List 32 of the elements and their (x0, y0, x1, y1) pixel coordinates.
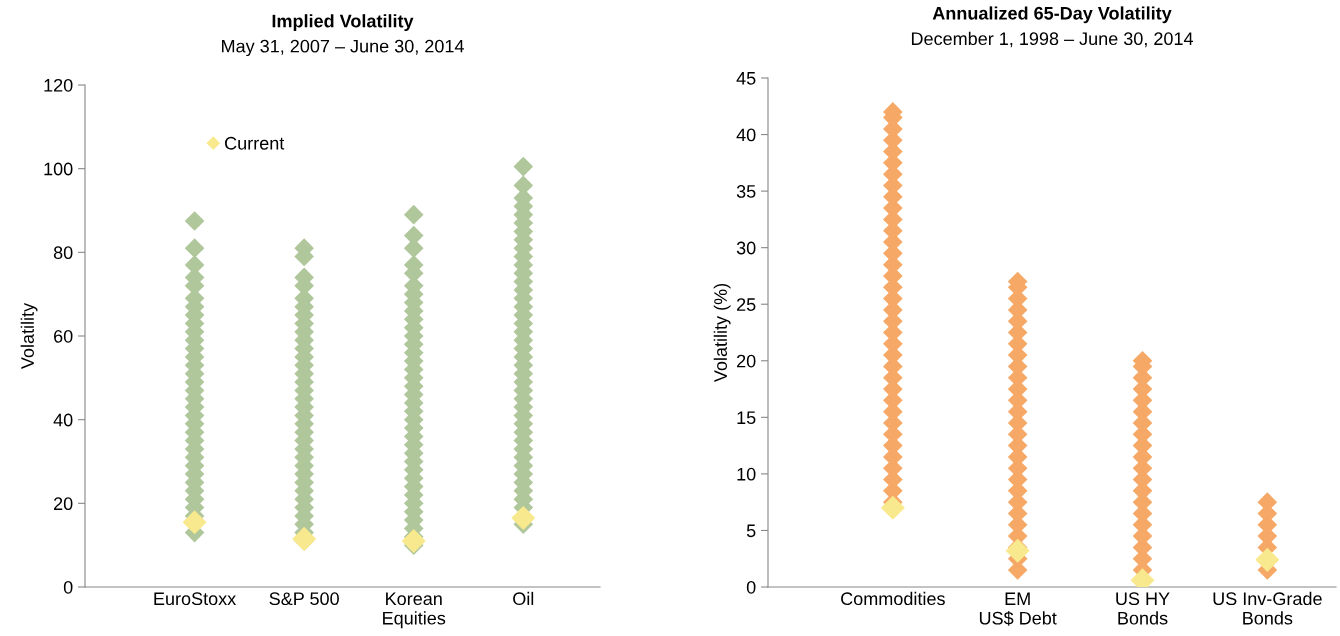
y-tick-label: 40 (53, 413, 73, 427)
y-tick-label: 0 (746, 580, 756, 594)
y-tick-label: 120 (44, 78, 73, 92)
chart-subtitle: December 1, 1998 – June 30, 2014 (911, 31, 1194, 48)
chart-subtitle: May 31, 2007 – June 30, 2014 (222, 39, 464, 57)
x-tick-label: Korean Equities (383, 592, 446, 629)
y-tick-label: 40 (736, 128, 756, 142)
y-tick-label: 60 (54, 329, 73, 343)
chart-title: Annualized 65-Day Volatility (932, 6, 1172, 24)
x-tick-label: US HY Bonds (1116, 592, 1170, 625)
y-tick-label: 0 (63, 580, 73, 594)
y-tick-label: 25 (737, 298, 756, 311)
y-tick-label: 15 (737, 411, 756, 425)
y-tick-label: 20 (737, 354, 756, 368)
y-tick-label: 10 (737, 467, 756, 481)
x-tick-label: US Inv-Grade Bonds (1213, 591, 1322, 625)
x-tick-label: Oil (513, 591, 534, 606)
y-tick-label: 30 (736, 241, 756, 255)
y-tick-label: 80 (53, 246, 73, 260)
y-tick-label: 20 (54, 497, 73, 511)
y-axis-title: Volatility (%) (713, 283, 731, 383)
chart-title: Implied Volatility (272, 14, 414, 32)
y-axis-title: Volatility (20, 302, 38, 370)
x-tick-label: Commodities (841, 591, 945, 606)
y-tick-label: 100 (44, 162, 73, 176)
y-tick-label: 5 (746, 524, 756, 538)
x-tick-label: EM US$ Debt (979, 592, 1057, 626)
x-tick-label: EuroStoxx (154, 592, 237, 606)
y-tick-label: 45 (736, 72, 756, 85)
legend-label: Current (225, 136, 285, 150)
y-tick-label: 35 (736, 185, 756, 198)
x-tick-label: S&P 500 (269, 592, 339, 606)
